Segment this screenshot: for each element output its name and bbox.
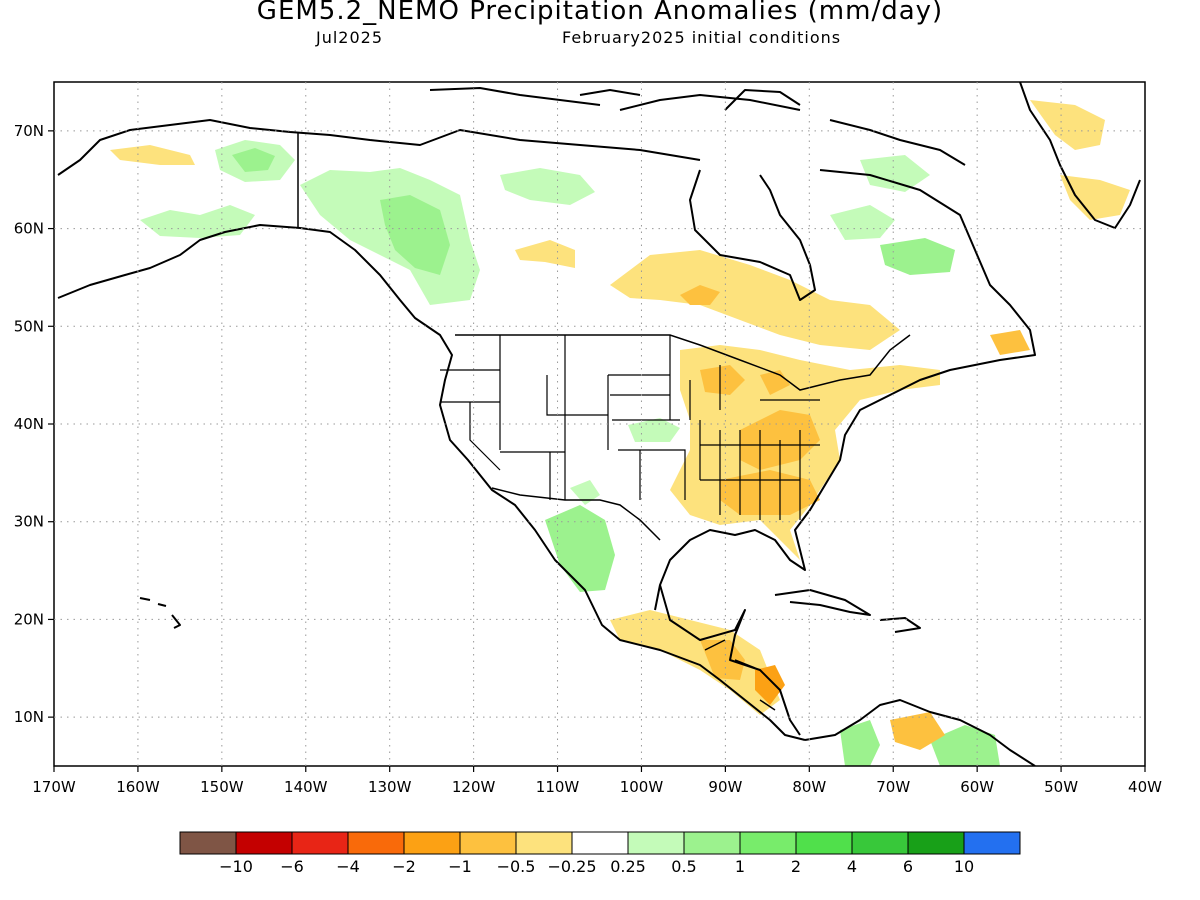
dry-area-northern-sa [890, 712, 945, 750]
initial-conditions: February2025 initial conditions [562, 28, 842, 47]
lon-tick-label: 50W [1044, 778, 1078, 796]
wet-area-bc [380, 195, 450, 275]
lon-tick-label: 80W [792, 778, 826, 796]
colorbar-label: −10 [219, 857, 253, 876]
colorbar-legend: −10 −6 −4 −2 −1 −0.5 −0.25 0.25 0.5 1 2 4 6 10 [179, 831, 1021, 876]
dry-area-saskatchewan [515, 240, 575, 268]
colorbar-swatch [179, 831, 237, 855]
colorbar-swatch [347, 831, 405, 855]
lat-tick-label: 40N [14, 415, 44, 433]
colorbar-swatch [683, 831, 741, 855]
coastline-west [57, 224, 806, 741]
coastline-gulf [659, 584, 801, 736]
coastline-hispaniola [879, 617, 921, 633]
colorbar-swatch [907, 831, 965, 855]
colorbar-swatch [627, 831, 685, 855]
colorbar-label: 2 [791, 857, 801, 876]
wet-area-plains [628, 418, 680, 442]
wet-area-quebec [830, 205, 895, 240]
colorbar-swatch [739, 831, 797, 855]
coastline-greenland [1019, 82, 1141, 229]
lon-tick-label: 100W [620, 778, 664, 796]
wet-area-venezuela [930, 725, 1000, 766]
colorbar-swatch [851, 831, 909, 855]
colorbar-swatch [459, 831, 517, 855]
wet-area-mexico [545, 505, 615, 592]
colorbar-label: −4 [336, 857, 360, 876]
colorbar-label: −6 [280, 857, 304, 876]
colorbar-swatch [963, 831, 1021, 855]
coastline-south-america [804, 699, 1036, 766]
colorbar-swatch [291, 831, 349, 855]
latitude-labels: 10N 20N 30N 40N 50N 60N 70N [14, 122, 44, 726]
colorbar-label: 1 [735, 857, 745, 876]
lat-tick-label: 70N [14, 122, 44, 140]
lon-tick-label: 150W [200, 778, 244, 796]
dry-area-atlantic-canada [990, 330, 1030, 355]
colorbar-swatch [235, 831, 293, 855]
longitude-labels: 170W 160W 150W 140W 130W 120W 110W 100W 90W 80W 70… [32, 778, 1162, 796]
lon-tick-label: 140W [284, 778, 328, 796]
dry-area-hudson-core [680, 285, 720, 305]
boundaries [297, 132, 911, 711]
wet-area-labrador [880, 238, 955, 275]
lon-tick-label: 90W [708, 778, 742, 796]
wet-area-baffin [860, 155, 930, 192]
colorbar-label: −0.25 [547, 857, 596, 876]
lon-tick-label: 60W [960, 778, 994, 796]
coastline-east [654, 169, 1036, 611]
colorbar-label: 10 [954, 857, 974, 876]
coastline-arctic-islands [429, 87, 966, 166]
colorbar-label: 0.5 [671, 857, 696, 876]
coastline-alaska-north [57, 119, 701, 176]
colorbar-label: −2 [392, 857, 416, 876]
coastline-hawaii [139, 597, 181, 629]
map-title: GEM5.2_NEMO Precipitation Anomalies (mm/… [256, 0, 944, 26]
dry-area-hudson [610, 250, 900, 350]
target-month: Jul2025 [316, 28, 384, 47]
lat-tick-label: 10N [14, 708, 44, 726]
wet-area-alaska-2 [232, 148, 275, 172]
lat-tick-label: 60N [14, 220, 44, 238]
lon-tick-label: 120W [452, 778, 496, 796]
wet-area-colombia [840, 720, 880, 766]
dry-area-southeast [720, 470, 820, 515]
graticule [48, 82, 1146, 772]
lon-tick-label: 110W [536, 778, 580, 796]
lon-tick-label: 70W [876, 778, 910, 796]
dry-area-nicaragua [755, 665, 785, 705]
border-states [440, 335, 820, 520]
colorbar-label: 0.25 [610, 857, 646, 876]
lon-tick-label: 130W [368, 778, 412, 796]
lat-tick-label: 30N [14, 513, 44, 531]
colorbar-swatch [571, 831, 629, 855]
dry-area-central-america [700, 640, 745, 680]
lon-tick-label: 40W [1128, 778, 1162, 796]
border-us-mexico [491, 487, 661, 541]
dry-area-greenland-s [1060, 175, 1130, 220]
lat-tick-label: 20N [14, 610, 44, 628]
border-us-canada [455, 334, 911, 391]
colorbar-swatch [403, 831, 461, 855]
dry-area-alaska [110, 145, 195, 165]
dry-area-greenland [1030, 100, 1105, 150]
coastline-cuba [774, 589, 871, 616]
wet-area-southwest [570, 480, 600, 505]
colorbar-label: −0.5 [497, 857, 536, 876]
wet-area-sw-alaska [140, 205, 255, 238]
lon-tick-label: 160W [116, 778, 160, 796]
colorbar-label: 4 [847, 857, 857, 876]
wet-area-nwt [500, 168, 595, 205]
border-central-america [704, 639, 776, 711]
dry-area-great-lakes [700, 365, 745, 395]
lon-tick-label: 170W [32, 778, 76, 796]
lat-tick-label: 50N [14, 317, 44, 335]
coastlines [57, 82, 1141, 766]
coastline-hudson-bay [689, 169, 816, 301]
colorbar-label: 6 [903, 857, 913, 876]
colorbar-swatch [795, 831, 853, 855]
colorbar-swatch [515, 831, 573, 855]
colorbar-label: −1 [448, 857, 472, 876]
